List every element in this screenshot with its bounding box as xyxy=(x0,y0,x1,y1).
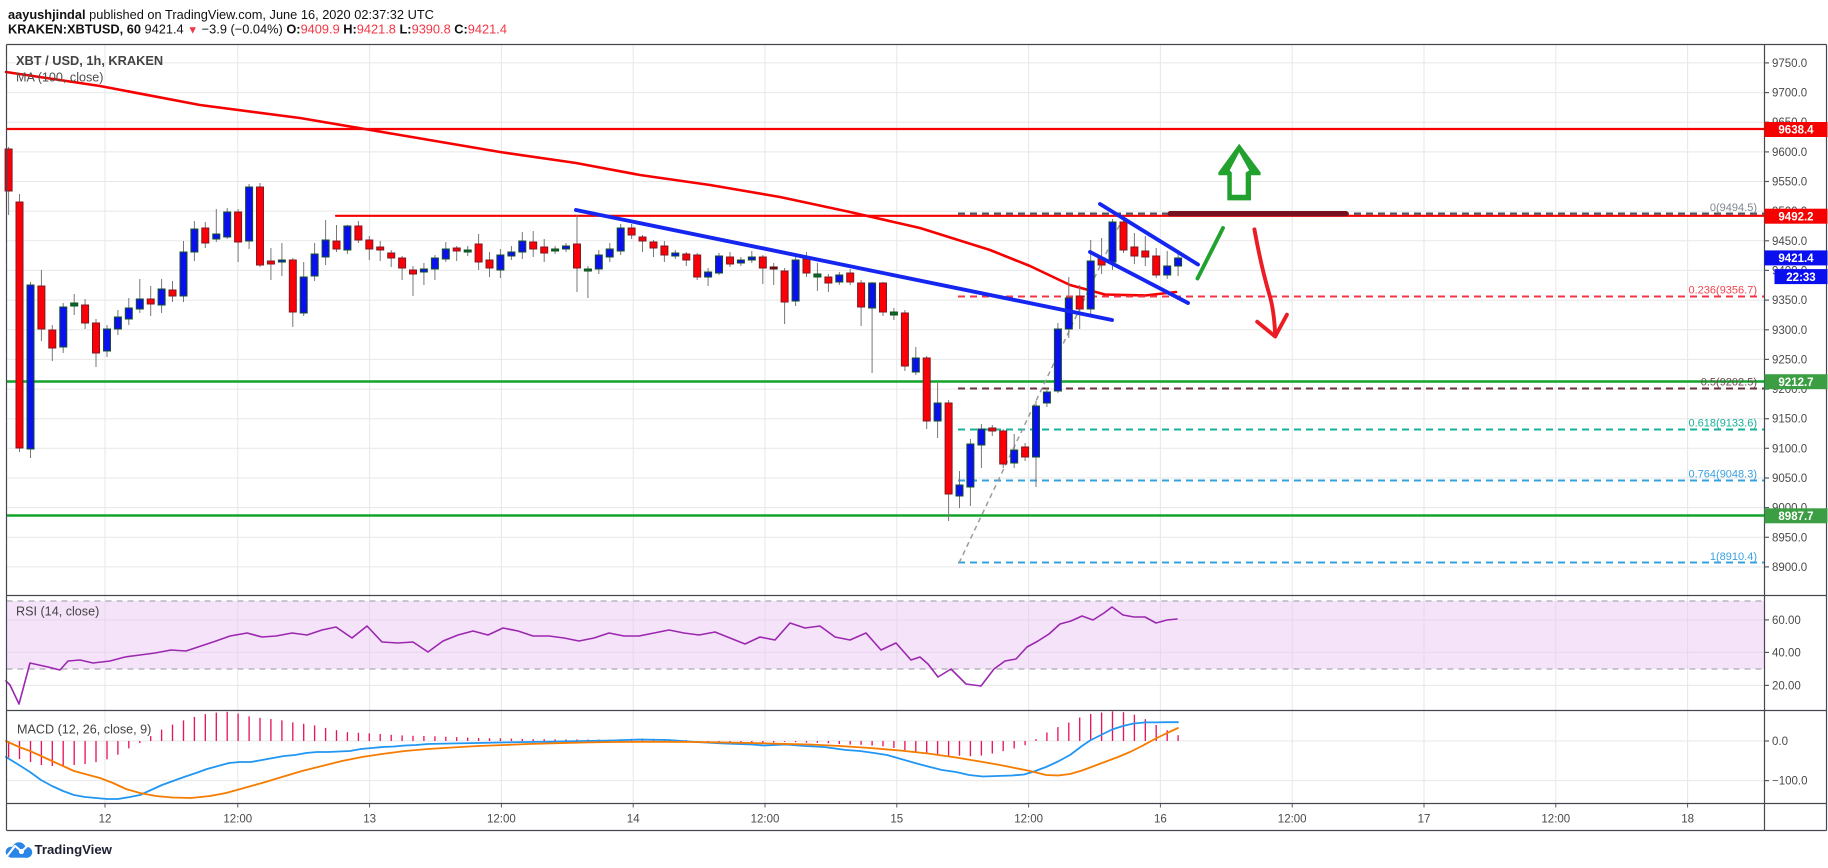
svg-text:9300.0: 9300.0 xyxy=(1772,325,1807,337)
svg-text:9638.4: 9638.4 xyxy=(1778,125,1814,137)
svg-text:0.618(9133.6): 0.618(9133.6) xyxy=(1689,418,1758,430)
svg-text:16: 16 xyxy=(1154,814,1167,826)
svg-text:8950.0: 8950.0 xyxy=(1772,532,1807,544)
svg-text:XBT / USD, 1h, KRAKEN: XBT / USD, 1h, KRAKEN xyxy=(16,53,163,68)
svg-text:12:00: 12:00 xyxy=(1014,814,1043,826)
svg-text:KRAKEN:XBTUSD, 60 9421.4 ▼ −3.: KRAKEN:XBTUSD, 60 9421.4 ▼ −3.9 (−0.04%)… xyxy=(8,22,507,37)
svg-text:1(8910.4): 1(8910.4) xyxy=(1710,551,1757,563)
svg-text:−100.0: −100.0 xyxy=(1772,776,1808,788)
svg-text:aayushjindal published on Trad: aayushjindal published on TradingView.co… xyxy=(8,7,434,22)
svg-text:40.00: 40.00 xyxy=(1772,647,1801,659)
svg-text:12:00: 12:00 xyxy=(1541,814,1570,826)
svg-text:12:00: 12:00 xyxy=(751,814,780,826)
svg-text:13: 13 xyxy=(363,814,376,826)
svg-text:RSI (14, close): RSI (14, close) xyxy=(16,605,99,619)
svg-text:9100.0: 9100.0 xyxy=(1772,443,1807,455)
svg-text:9421.4: 9421.4 xyxy=(1778,253,1814,265)
svg-text:14: 14 xyxy=(627,814,640,826)
svg-text:15: 15 xyxy=(890,814,903,826)
svg-text:8987.7: 8987.7 xyxy=(1778,511,1813,523)
svg-text:12: 12 xyxy=(99,814,112,826)
svg-text:0(9494.5): 0(9494.5) xyxy=(1710,202,1757,214)
svg-text:0.236(9356.7): 0.236(9356.7) xyxy=(1689,285,1758,297)
svg-text:TradingView: TradingView xyxy=(35,842,113,857)
svg-text:9350.0: 9350.0 xyxy=(1772,295,1807,307)
svg-text:9550.0: 9550.0 xyxy=(1772,177,1807,189)
svg-text:18: 18 xyxy=(1681,814,1694,826)
svg-text:9700.0: 9700.0 xyxy=(1772,88,1807,100)
svg-text:0.0: 0.0 xyxy=(1772,736,1788,748)
svg-text:9450.0: 9450.0 xyxy=(1772,236,1807,248)
svg-text:MACD (12, 26, close, 9): MACD (12, 26, close, 9) xyxy=(17,723,151,737)
svg-text:9212.7: 9212.7 xyxy=(1778,377,1813,389)
svg-text:12:00: 12:00 xyxy=(223,814,252,826)
svg-text:MA (100, close): MA (100, close) xyxy=(16,71,104,85)
svg-text:9600.0: 9600.0 xyxy=(1772,147,1807,159)
svg-text:20.00: 20.00 xyxy=(1772,680,1801,692)
svg-text:12:00: 12:00 xyxy=(487,814,516,826)
svg-text:8900.0: 8900.0 xyxy=(1772,562,1807,574)
svg-text:9250.0: 9250.0 xyxy=(1772,354,1807,366)
svg-text:12:00: 12:00 xyxy=(1278,814,1307,826)
svg-text:22:33: 22:33 xyxy=(1786,272,1815,284)
svg-text:60.00: 60.00 xyxy=(1772,615,1801,627)
svg-text:9492.2: 9492.2 xyxy=(1778,211,1813,223)
svg-text:9150.0: 9150.0 xyxy=(1772,414,1807,426)
svg-text:9750.0: 9750.0 xyxy=(1772,58,1807,70)
svg-text:0.5(9202.5): 0.5(9202.5) xyxy=(1701,377,1757,389)
svg-text:0.764(9048.3): 0.764(9048.3) xyxy=(1689,469,1758,481)
svg-text:17: 17 xyxy=(1418,814,1431,826)
svg-text:9050.0: 9050.0 xyxy=(1772,473,1807,485)
